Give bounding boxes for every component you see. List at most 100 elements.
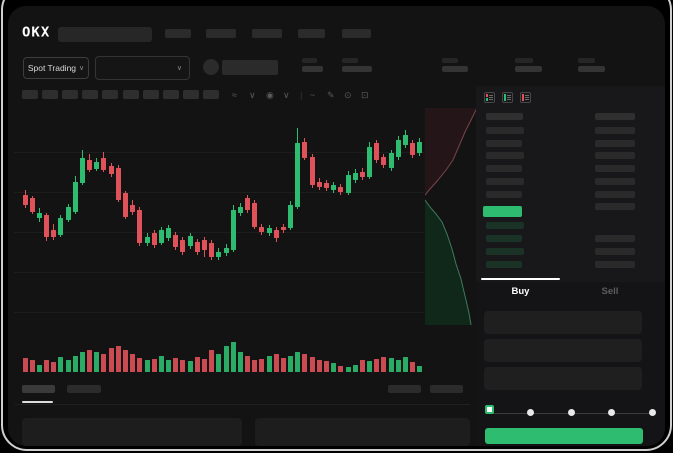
buy-submit-button[interactable]: [485, 428, 643, 444]
candle-body: [237, 207, 243, 213]
candle-body: [395, 140, 401, 157]
ask-row-price[interactable]: [486, 177, 524, 185]
timeframe-button[interactable]: [182, 90, 199, 99]
ask-row-amount: [595, 152, 635, 160]
volume-bar: [158, 356, 164, 372]
candle-body: [123, 193, 128, 217]
volume-bar: [252, 360, 258, 372]
ask-row-amount: [595, 190, 635, 198]
chart-type-icon[interactable]: ≈: [232, 90, 237, 100]
bottom-tab[interactable]: [22, 385, 55, 393]
bid-row-price[interactable]: [486, 222, 524, 229]
timeframe-button[interactable]: [122, 90, 139, 99]
timeframe-button[interactable]: [102, 90, 119, 99]
icon-mark: [486, 94, 488, 97]
nav-item-placeholder[interactable]: [252, 29, 282, 38]
pair-dropdown[interactable]: ∨: [95, 56, 190, 80]
timeframe-button[interactable]: [62, 90, 79, 99]
volume-bar: [331, 363, 337, 372]
ask-row-price[interactable]: [486, 139, 522, 147]
candle-body: [388, 153, 394, 168]
candle-body: [79, 158, 85, 183]
book-bids-view-icon[interactable]: [502, 92, 513, 103]
candle-body: [259, 227, 265, 232]
volume-bar: [324, 361, 329, 372]
nav-item-placeholder[interactable]: [206, 29, 236, 38]
bid-row-price[interactable]: [486, 235, 522, 242]
volume-bar: [44, 360, 50, 372]
candle-body: [266, 228, 272, 233]
ask-row-price[interactable]: [486, 190, 522, 198]
candle-body: [94, 162, 100, 169]
candle-body: [65, 207, 71, 220]
timeframe-button[interactable]: [22, 90, 38, 99]
amount-slider-handle[interactable]: [485, 405, 494, 414]
ask-row-price[interactable]: [486, 165, 522, 173]
nav-item-placeholder[interactable]: [298, 29, 325, 38]
volume-bar: [51, 362, 57, 372]
volume-bar: [266, 356, 272, 372]
candle-body: [194, 242, 200, 252]
draw-tool-icon[interactable]: ✎: [327, 90, 335, 100]
icon-line: [489, 95, 493, 96]
volume-bar: [402, 357, 408, 372]
ask-row-amount: [595, 177, 635, 185]
book-split-view-icon[interactable]: [484, 92, 495, 103]
slider-stop-dot[interactable]: [526, 409, 534, 416]
stat-value-placeholder: [302, 66, 323, 72]
ask-row-price[interactable]: [486, 152, 524, 160]
chevron-down-icon[interactable]: ∨: [249, 90, 256, 100]
timeframe-button[interactable]: [142, 90, 159, 99]
volume-bar: [115, 346, 121, 372]
ask-row-price[interactable]: [486, 127, 524, 134]
candlestick-chart[interactable]: [22, 115, 424, 330]
icon-line: [489, 97, 493, 98]
screenshot-icon[interactable]: ⊙: [344, 90, 352, 100]
timeframe-button[interactable]: [42, 90, 59, 99]
book-asks-view-icon[interactable]: [520, 92, 531, 103]
stat-value-placeholder: [515, 66, 542, 72]
bid-row-price[interactable]: [486, 248, 524, 255]
nav-item-placeholder[interactable]: [165, 29, 191, 38]
candle-body: [216, 252, 222, 257]
gridline: [14, 192, 424, 193]
bottom-action[interactable]: [430, 385, 463, 393]
timeframe-button[interactable]: [202, 90, 219, 99]
volume-bar: [151, 359, 157, 372]
candle-body: [374, 143, 380, 160]
order-input-field[interactable]: [484, 311, 642, 334]
fullscreen-icon[interactable]: ⊡: [361, 90, 369, 100]
candle-body: [367, 147, 373, 177]
slider-stop-dot[interactable]: [608, 409, 616, 416]
slider-stop-dot[interactable]: [649, 409, 656, 416]
volume-bar: [130, 354, 136, 372]
volume-bar: [359, 360, 365, 372]
line-tool-icon[interactable]: ~: [310, 90, 316, 100]
order-input-field[interactable]: [484, 339, 642, 362]
volume-bar: [123, 350, 128, 372]
volume-bar: [223, 346, 229, 372]
search-input[interactable]: [58, 27, 152, 42]
bottom-active-tab-indicator: [22, 401, 53, 403]
tab-sell[interactable]: Sell: [601, 286, 619, 297]
timeframe-button[interactable]: [82, 90, 99, 99]
market-type-selector[interactable]: Spot Trading ∨: [23, 57, 89, 79]
icon-color-strip: [486, 94, 488, 101]
last-price-highlight[interactable]: [483, 206, 522, 217]
bottom-action[interactable]: [388, 385, 421, 393]
order-input-field[interactable]: [484, 367, 642, 390]
bottom-tab[interactable]: [67, 385, 101, 393]
nav-item-placeholder[interactable]: [342, 29, 371, 38]
candle-body: [280, 227, 286, 230]
bid-row-price[interactable]: [486, 261, 522, 268]
icon-line: [489, 99, 493, 100]
timeframe-button[interactable]: [162, 90, 179, 99]
chevron-down-icon[interactable]: ∨: [283, 90, 290, 100]
icon-color-strip: [504, 94, 506, 101]
tab-buy[interactable]: Buy: [511, 286, 530, 297]
slider-stop-dot[interactable]: [567, 409, 575, 416]
candle-body: [338, 187, 344, 192]
volume-bar: [72, 356, 78, 372]
candle-body: [316, 182, 322, 187]
indicators-icon[interactable]: ◉: [266, 90, 274, 100]
